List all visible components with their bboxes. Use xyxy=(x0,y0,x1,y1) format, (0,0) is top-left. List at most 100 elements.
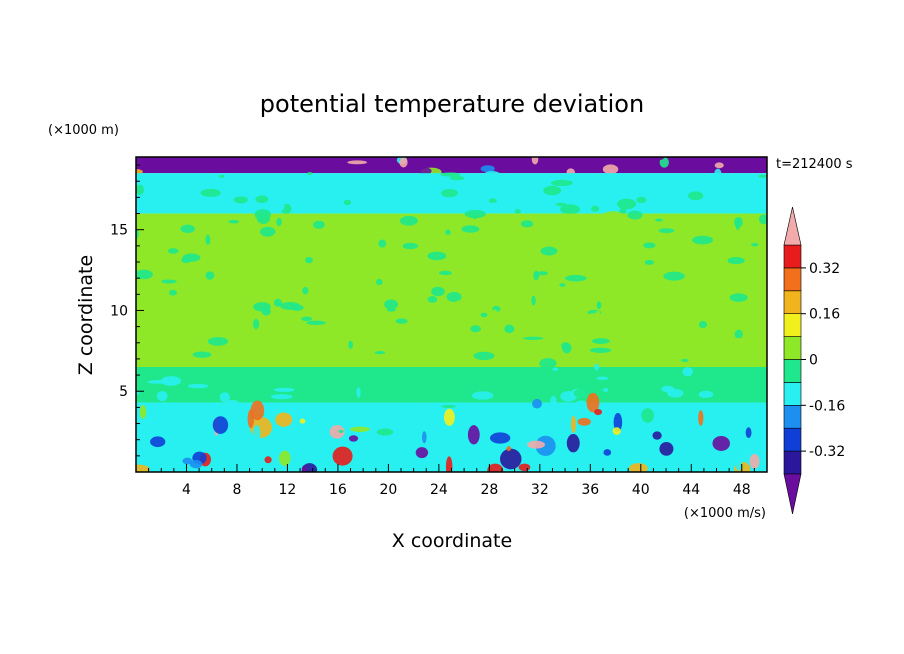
field-blob xyxy=(520,220,534,228)
field-blob xyxy=(518,178,532,187)
field-blob xyxy=(445,456,453,472)
x-tick-label: 4 xyxy=(182,482,191,498)
colorbar-segment xyxy=(783,359,802,383)
field-blob xyxy=(327,273,346,277)
field-blob xyxy=(187,383,209,389)
field-blob xyxy=(471,343,492,348)
field-blob xyxy=(301,316,313,322)
field-blob xyxy=(483,170,501,180)
field-blob xyxy=(229,287,236,298)
field-blob xyxy=(636,340,655,350)
field-blob xyxy=(561,342,571,350)
field-blob xyxy=(348,435,359,442)
field-blob xyxy=(727,257,745,265)
field-blob xyxy=(139,405,147,419)
field-blob xyxy=(681,358,689,362)
field-blob xyxy=(242,384,262,390)
field-blob xyxy=(559,283,566,287)
field-blob xyxy=(617,238,635,246)
colorbar-segment xyxy=(783,336,802,360)
field-blob xyxy=(516,295,531,301)
field-blob xyxy=(255,195,269,203)
field-blob xyxy=(643,242,656,249)
field-blob xyxy=(749,453,760,469)
field-blob xyxy=(415,447,429,459)
field-blob xyxy=(641,408,654,423)
field-blob xyxy=(445,229,451,236)
field-blob xyxy=(270,394,293,400)
field-blob xyxy=(489,432,511,444)
field-blob xyxy=(595,380,604,391)
field-blob xyxy=(560,204,580,215)
field-blob xyxy=(603,449,612,456)
colorbar-label: 0.16 xyxy=(809,307,840,323)
y-tick-label: 15 xyxy=(110,223,128,239)
field-blob xyxy=(431,286,445,297)
field-blob xyxy=(278,450,291,466)
x-tick-label: 28 xyxy=(480,482,498,498)
field-blob xyxy=(302,286,309,295)
field-blob xyxy=(153,338,166,345)
field-blob xyxy=(523,233,546,242)
field-blob xyxy=(273,387,295,392)
x-unit-label: (×1000 m/s) xyxy=(684,506,766,521)
field-blob xyxy=(200,188,221,197)
field-blob xyxy=(470,325,482,333)
colorbar-upper-extension xyxy=(783,206,802,246)
field-blob xyxy=(626,307,645,318)
x-tick-label: 20 xyxy=(379,482,397,498)
colorbar-label: 0.32 xyxy=(809,261,840,277)
field-blob xyxy=(532,398,542,409)
field-blob xyxy=(246,360,261,365)
field-blob xyxy=(406,327,423,336)
field-blob xyxy=(698,320,708,329)
x-tick-label: 32 xyxy=(531,482,549,498)
field-blob xyxy=(571,415,576,433)
field-blob xyxy=(528,387,539,398)
field-blob xyxy=(591,205,600,212)
field-blob xyxy=(443,408,455,426)
field-blob xyxy=(275,412,293,427)
field-blob xyxy=(686,335,704,343)
field-blob xyxy=(536,163,548,170)
field-blob xyxy=(192,351,212,358)
time-label: t=212400 s xyxy=(776,157,853,172)
field-blob xyxy=(243,395,252,402)
field-blob xyxy=(374,351,386,355)
colorbar-segment xyxy=(783,244,802,269)
field-blob xyxy=(663,309,676,320)
field-blob xyxy=(735,459,743,471)
field-blob xyxy=(591,338,610,345)
field-blob xyxy=(205,271,215,280)
field-blob xyxy=(273,298,282,307)
field-blob xyxy=(473,351,495,361)
field-blob xyxy=(499,448,522,470)
field-blob xyxy=(347,160,368,165)
field-blob xyxy=(136,184,144,196)
field-blob xyxy=(750,243,759,247)
field-blob xyxy=(422,431,427,444)
field-blob xyxy=(161,279,177,284)
field-blob xyxy=(332,446,353,466)
colorbar-label: 0 xyxy=(809,353,818,369)
field-blob xyxy=(487,463,504,472)
field-blob xyxy=(721,280,744,289)
field-blob xyxy=(531,295,536,306)
field-blob xyxy=(424,333,438,342)
field-blob xyxy=(184,294,190,306)
field-blob xyxy=(586,392,600,413)
field-blob xyxy=(506,446,512,452)
field-blob xyxy=(440,172,461,177)
field-blob xyxy=(577,417,591,426)
field-blob xyxy=(566,433,580,453)
y-tick-label: 5 xyxy=(119,384,128,400)
y-axis-label: Z coordinate xyxy=(75,255,97,375)
field-blob xyxy=(572,400,591,418)
field-blob xyxy=(633,418,641,426)
colorbar-segment xyxy=(783,313,802,337)
field-blob xyxy=(698,410,704,426)
field-blob xyxy=(533,270,540,281)
field-blob xyxy=(401,285,424,292)
field-blob xyxy=(507,299,522,304)
field-blob xyxy=(734,329,743,340)
